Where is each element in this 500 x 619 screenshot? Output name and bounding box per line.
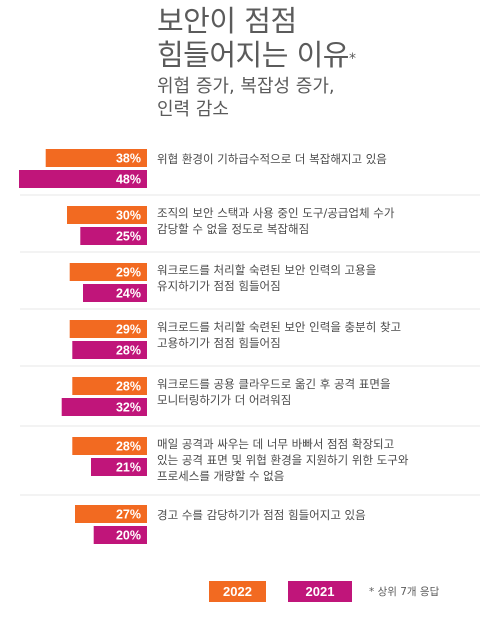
bar-2021-3 bbox=[83, 284, 147, 302]
category-label-2-line-1: 조직의 보안 스택과 사용 중인 도구/공급업체 수가 bbox=[157, 206, 395, 220]
category-label-4-line-1: 워크로드를 처리할 숙련된 보안 인력을 충분히 찾고 bbox=[157, 320, 401, 334]
data-label-2021-7: 20% bbox=[116, 529, 141, 543]
category-label-3-line-2: 유지하기가 점점 힘들어짐 bbox=[157, 279, 281, 293]
category-label-5-line-1: 워크로드를 공용 클라우드로 옮긴 후 공격 표면을 bbox=[157, 377, 391, 391]
category-label-2-line-2: 감당할 수 없을 정도로 복잡해짐 bbox=[157, 222, 309, 236]
data-label-2021-5: 32% bbox=[116, 401, 141, 415]
title-line-1: 보안이 점점 bbox=[157, 4, 297, 38]
category-label-5-line-2: 모니터링하기가 더 어려워짐 bbox=[157, 393, 291, 407]
legend-label-2022: 2022 bbox=[223, 584, 252, 599]
bar-2022-1 bbox=[45, 149, 148, 167]
legend-swatch-2022 bbox=[209, 581, 266, 602]
bar-2022-5 bbox=[72, 377, 147, 395]
category-label-3-line-1: 워크로드를 처리할 숙련된 보안 인력의 고용을 bbox=[157, 263, 376, 277]
bar-2021-2 bbox=[80, 227, 147, 245]
data-label-2021-6: 21% bbox=[116, 461, 141, 475]
title-line-2-text: 힘들어지는 이유 bbox=[157, 38, 349, 72]
data-label-2022-7: 27% bbox=[116, 508, 141, 522]
category-label-7-line-1: 경고 수를 감당하기가 점점 힘들어지고 있음 bbox=[157, 508, 366, 522]
bar-2021-1 bbox=[19, 170, 147, 188]
data-label-2021-3: 24% bbox=[116, 287, 141, 301]
bar-2022-7 bbox=[75, 505, 147, 523]
bar-2022-4 bbox=[69, 320, 147, 338]
data-label-2022-3: 29% bbox=[116, 266, 141, 280]
category-label-4-line-2: 고용하기가 점점 힘들어짐 bbox=[157, 336, 281, 350]
bar-2022-3 bbox=[69, 263, 147, 281]
bar-2022-6 bbox=[72, 437, 147, 455]
category-label-6-line-2: 있는 공격 표면 및 위협 환경을 지원하기 위한 도구와 bbox=[157, 453, 409, 467]
title-asterisk: * bbox=[348, 51, 356, 67]
title-line-2: 힘들어지는 이유* bbox=[157, 38, 356, 72]
data-label-2022-6: 28% bbox=[116, 440, 141, 454]
chart-title: 보안이 점점 힘들어지는 이유* bbox=[157, 4, 356, 72]
bar-2022-2 bbox=[67, 206, 147, 224]
bar-2021-6 bbox=[91, 458, 147, 476]
footnote: * 상위 7개 응답 bbox=[369, 586, 440, 598]
data-label-2021-2: 25% bbox=[116, 230, 141, 244]
chart-subtitle: 위협 증가, 복잡성 증가, 인력 감소 bbox=[157, 75, 335, 121]
subtitle-line-2: 인력 감소 bbox=[157, 99, 229, 120]
data-label-2022-2: 30% bbox=[116, 209, 141, 223]
bar-2021-5 bbox=[61, 398, 148, 416]
data-label-2021-1: 48% bbox=[116, 173, 141, 187]
bar-2021-7 bbox=[93, 526, 147, 544]
data-label-2022-5: 28% bbox=[116, 380, 141, 394]
bar-2021-4 bbox=[72, 341, 147, 359]
legend-label-2021: 2021 bbox=[306, 584, 335, 599]
data-label-2022-1: 38% bbox=[116, 152, 141, 166]
legend-swatch-2021 bbox=[288, 581, 352, 602]
category-label-1-line-1: 위협 환경이 기하급수적으로 더 복잡해지고 있음 bbox=[157, 152, 387, 166]
data-label-2021-4: 28% bbox=[116, 344, 141, 358]
subtitle-line-1: 위협 증가, 복잡성 증가, bbox=[157, 76, 335, 97]
data-label-2022-4: 29% bbox=[116, 323, 141, 337]
category-label-6-line-1: 매일 공격과 싸우는 데 너무 바빠서 점점 확장되고 bbox=[157, 437, 394, 451]
category-label-6-line-3: 프로세스를 개량할 수 없음 bbox=[157, 469, 284, 483]
